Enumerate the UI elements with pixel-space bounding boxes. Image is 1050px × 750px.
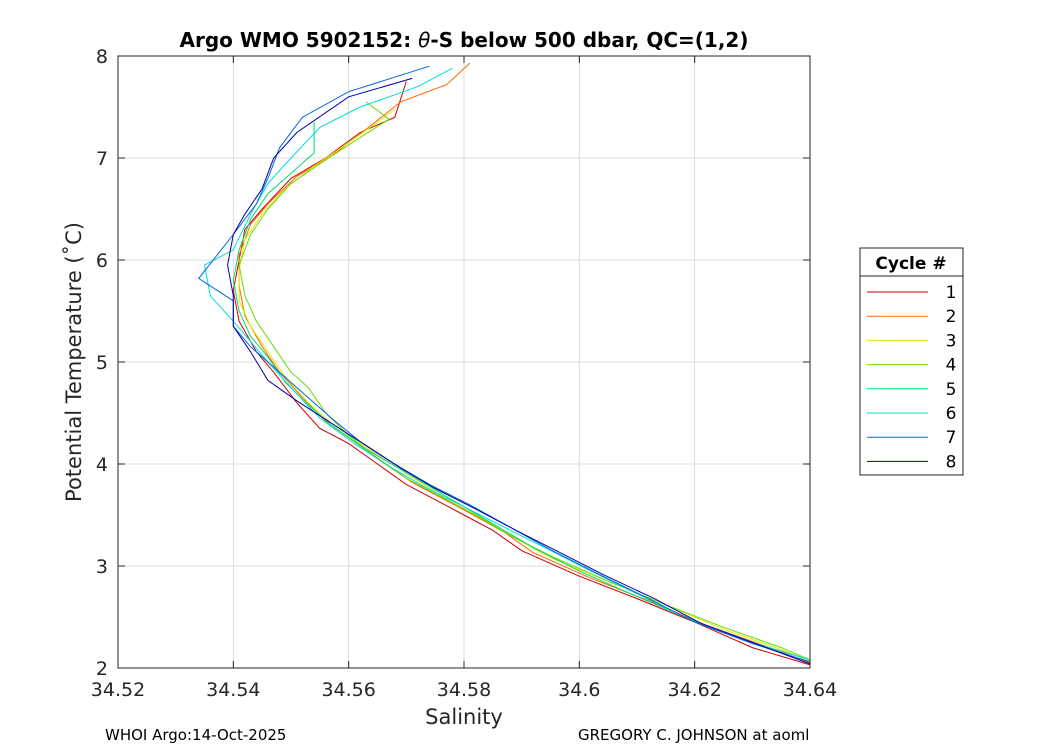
- series-line-cycle-8: [227, 77, 811, 665]
- y-tick-label: 4: [96, 454, 108, 476]
- x-tick-label: 34.64: [783, 679, 837, 701]
- y-axis-label: Potential Temperature (˚C): [62, 222, 86, 502]
- y-tick-label: 5: [96, 352, 108, 374]
- x-tick-label: 34.52: [91, 679, 145, 701]
- x-tick-label: 34.58: [437, 679, 491, 701]
- y-tick-label: 6: [96, 250, 108, 272]
- y-tick-label: 7: [96, 148, 108, 170]
- plot-series: [197, 62, 811, 666]
- footer-left: WHOI Argo:14-Oct-2025: [105, 726, 287, 744]
- legend-title: Cycle #: [875, 254, 946, 274]
- series-line-cycle-4: [238, 101, 811, 661]
- title-prefix: Argo WMO 5902152:: [180, 28, 419, 52]
- legend-label-cycle-5: 5: [946, 380, 957, 400]
- legend-label-cycle-1: 1: [946, 283, 957, 303]
- y-tick-label: 8: [96, 46, 108, 68]
- legend-label-cycle-3: 3: [946, 331, 957, 351]
- x-tick-label: 34.54: [206, 679, 260, 701]
- series-line-cycle-5: [232, 122, 811, 661]
- legend-label-cycle-8: 8: [946, 452, 957, 472]
- legend-label-cycle-7: 7: [946, 428, 957, 448]
- axis-ticks: 34.52 34.54 34.56 34.58 34.6 34.62 34.64 2 3 4 5 6 7…: [91, 46, 837, 701]
- legend-items: 1 2 3 4 5 6 7 8: [867, 283, 956, 472]
- x-tick-label: 34.56: [321, 679, 375, 701]
- y-tick-label: 3: [96, 556, 108, 578]
- title-symbol: θ: [418, 28, 430, 52]
- chart-title: Argo WMO 5902152: θ-S below 500 dbar, QC…: [180, 28, 749, 52]
- legend-label-cycle-6: 6: [946, 404, 957, 424]
- legend: Cycle # 1 2 3 4 5 6 7 8: [859, 247, 964, 476]
- footer-right: GREGORY C. JOHNSON at aoml: [578, 726, 810, 744]
- title-suffix: -S below 500 dbar, QC=(1,2): [430, 28, 748, 52]
- series-line-cycle-7: [197, 65, 811, 663]
- x-tick-label: 34.62: [667, 679, 721, 701]
- series-line-cycle-1: [232, 81, 811, 666]
- legend-label-cycle-2: 2: [946, 307, 957, 327]
- series-line-cycle-6: [203, 67, 811, 661]
- legend-label-cycle-4: 4: [946, 356, 957, 376]
- y-tick-label: 2: [96, 658, 108, 680]
- x-axis-label: Salinity: [425, 705, 503, 729]
- x-tick-label: 34.6: [558, 679, 600, 701]
